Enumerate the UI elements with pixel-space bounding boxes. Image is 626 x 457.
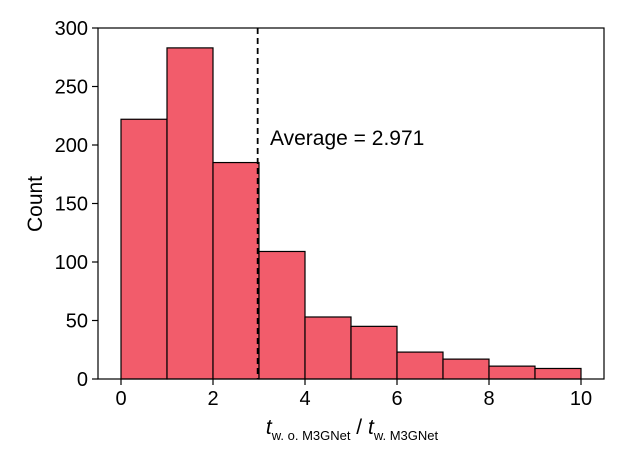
histogram-bar	[304, 316, 352, 380]
y-tick-label: 100	[55, 252, 88, 274]
histogram-bar	[212, 161, 260, 380]
x-label-denominator: t	[368, 416, 375, 439]
x-tick-label: 10	[570, 388, 592, 410]
average-annotation: Average = 2.971	[270, 127, 424, 150]
y-tick-label: 200	[55, 135, 88, 157]
histogram-bar	[350, 325, 398, 380]
x-axis-label: tw. o. M3GNet / tw. M3GNet	[266, 416, 439, 443]
bars-layer	[120, 47, 582, 380]
x-axis-ticks: 0 2 4 6 8 10	[115, 379, 592, 410]
histogram-bar	[488, 365, 536, 380]
x-tick-label: 6	[391, 388, 402, 410]
y-tick-label: 250	[55, 77, 88, 99]
x-tick-label: 0	[115, 388, 126, 410]
histogram-bar	[534, 367, 582, 380]
y-tick-label: 150	[55, 194, 88, 216]
histogram-bar	[442, 358, 490, 380]
histogram-bar	[396, 351, 444, 380]
y-axis-ticks: 0 50 100 150 200 250 300	[55, 18, 98, 391]
x-tick-label: 4	[299, 388, 310, 410]
x-label-numerator-subscript: w. o. M3GNet	[271, 428, 351, 443]
histogram-bar	[258, 250, 306, 380]
y-axis-label: Count	[24, 176, 47, 232]
x-tick-label: 2	[207, 388, 218, 410]
y-tick-label: 50	[66, 311, 88, 333]
x-label-numerator: t	[266, 416, 273, 439]
x-label-separator: /	[350, 416, 368, 439]
histogram-bar	[166, 47, 214, 380]
histogram-bar	[120, 118, 168, 380]
y-tick-label: 0	[77, 369, 88, 391]
x-label-denominator-subscript: w. M3GNet	[373, 428, 439, 443]
y-tick-label: 300	[55, 18, 88, 40]
x-tick-label: 8	[483, 388, 494, 410]
